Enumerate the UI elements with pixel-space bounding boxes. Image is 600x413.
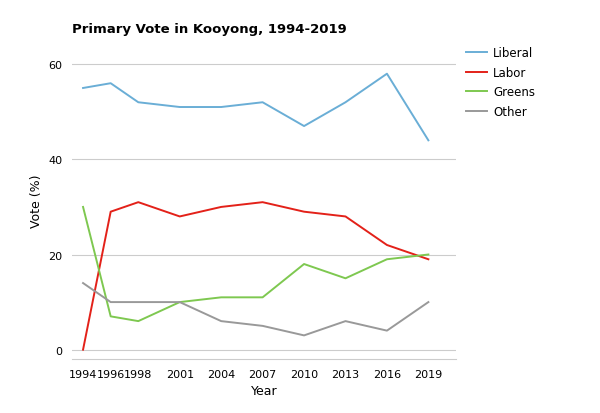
Labor — [218, 205, 225, 210]
Labor — [425, 257, 432, 262]
Liberal — [259, 100, 266, 105]
Labor — [259, 200, 266, 205]
Labor — [107, 210, 114, 215]
Other — [259, 324, 266, 329]
Greens — [176, 300, 184, 305]
Text: Primary Vote in Kooyong, 1994-2019: Primary Vote in Kooyong, 1994-2019 — [72, 23, 347, 36]
Liberal — [135, 100, 142, 105]
Y-axis label: Vote (%): Vote (%) — [29, 173, 43, 227]
Greens — [259, 295, 266, 300]
Line: Liberal: Liberal — [83, 74, 428, 141]
Greens — [425, 252, 432, 257]
Greens — [383, 257, 391, 262]
Greens — [79, 205, 86, 210]
Other — [79, 281, 86, 286]
Other — [342, 319, 349, 324]
Other — [301, 333, 308, 338]
Other — [383, 328, 391, 333]
Other — [425, 300, 432, 305]
Liberal — [425, 138, 432, 143]
Labor — [342, 214, 349, 219]
Liberal — [301, 124, 308, 129]
Other — [107, 300, 114, 305]
Labor — [176, 214, 184, 219]
Other — [176, 300, 184, 305]
Legend: Liberal, Labor, Greens, Other: Liberal, Labor, Greens, Other — [466, 47, 535, 119]
Liberal — [218, 105, 225, 110]
Liberal — [342, 100, 349, 105]
Liberal — [107, 81, 114, 86]
Greens — [301, 262, 308, 267]
Greens — [135, 319, 142, 324]
Other — [218, 319, 225, 324]
Liberal — [79, 86, 86, 91]
Greens — [342, 276, 349, 281]
Liberal — [383, 72, 391, 77]
Labor — [79, 347, 86, 352]
Line: Other: Other — [83, 283, 428, 336]
Line: Labor: Labor — [83, 203, 428, 350]
Labor — [383, 243, 391, 248]
X-axis label: Year: Year — [251, 385, 277, 397]
Liberal — [176, 105, 184, 110]
Greens — [218, 295, 225, 300]
Line: Greens: Greens — [83, 207, 428, 321]
Labor — [135, 200, 142, 205]
Labor — [301, 210, 308, 215]
Other — [135, 300, 142, 305]
Greens — [107, 314, 114, 319]
